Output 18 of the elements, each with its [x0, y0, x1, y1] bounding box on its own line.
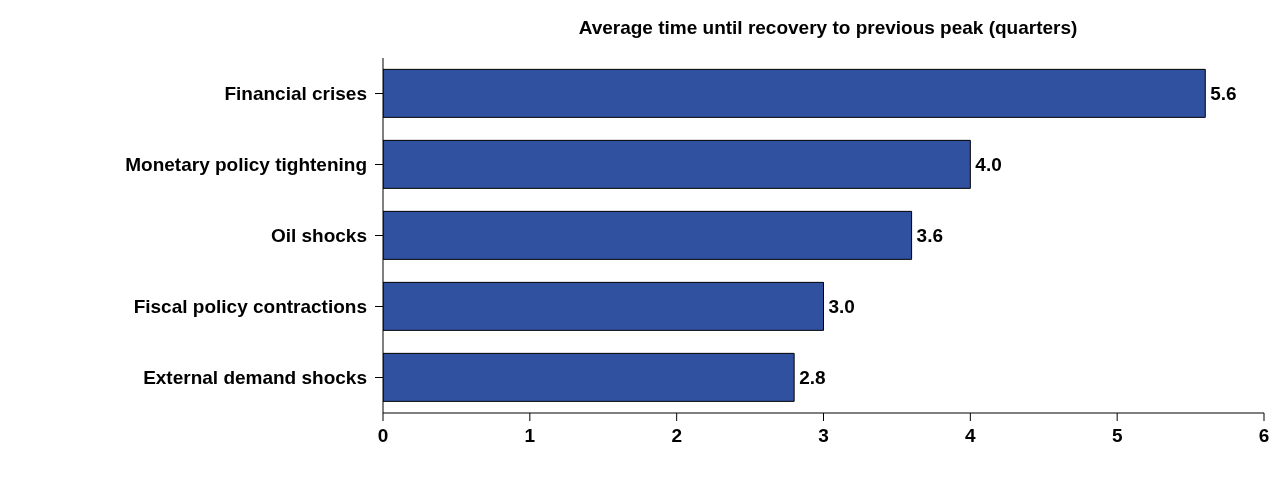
data-label: 4.0	[975, 153, 1002, 175]
data-label: 3.6	[916, 224, 944, 246]
x-tick-label: 5	[1111, 425, 1123, 447]
y-tick-label: Financial crises	[224, 83, 367, 105]
x-tick-label: 4	[965, 425, 977, 447]
x-tick-label: 0	[377, 425, 389, 447]
y-tick-label: Monetary policy tightening	[125, 154, 367, 176]
data-label: 3.0	[828, 295, 855, 317]
data-label: 2.8	[799, 366, 826, 388]
y-tick-label: Oil shocks	[270, 225, 367, 247]
x-tick-label: 3	[818, 425, 829, 447]
x-tick-label: 6	[1258, 425, 1270, 447]
x-tick-label: 1	[524, 425, 536, 447]
chart-title: Average time until recovery to previous peak (quarters)	[577, 16, 1079, 40]
data-label: 5.6	[1210, 82, 1237, 104]
x-tick-label: 2	[671, 425, 682, 447]
y-tick-label: Fiscal policy contractions	[133, 296, 367, 318]
y-tick-label: External demand shocks	[143, 367, 367, 389]
